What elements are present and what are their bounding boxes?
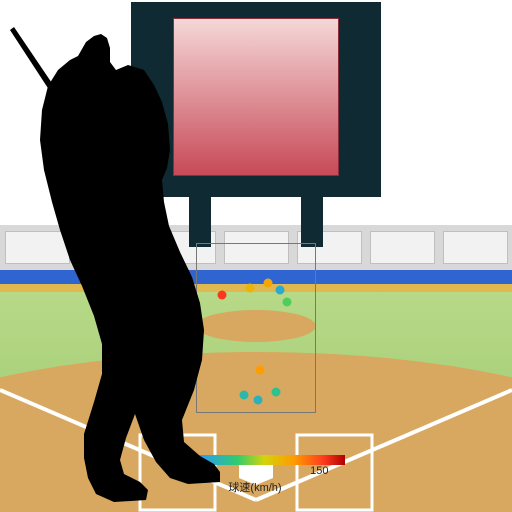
pitch-chart: 100150 球速(km/h): [0, 0, 512, 512]
batter-silhouette: [0, 0, 512, 512]
